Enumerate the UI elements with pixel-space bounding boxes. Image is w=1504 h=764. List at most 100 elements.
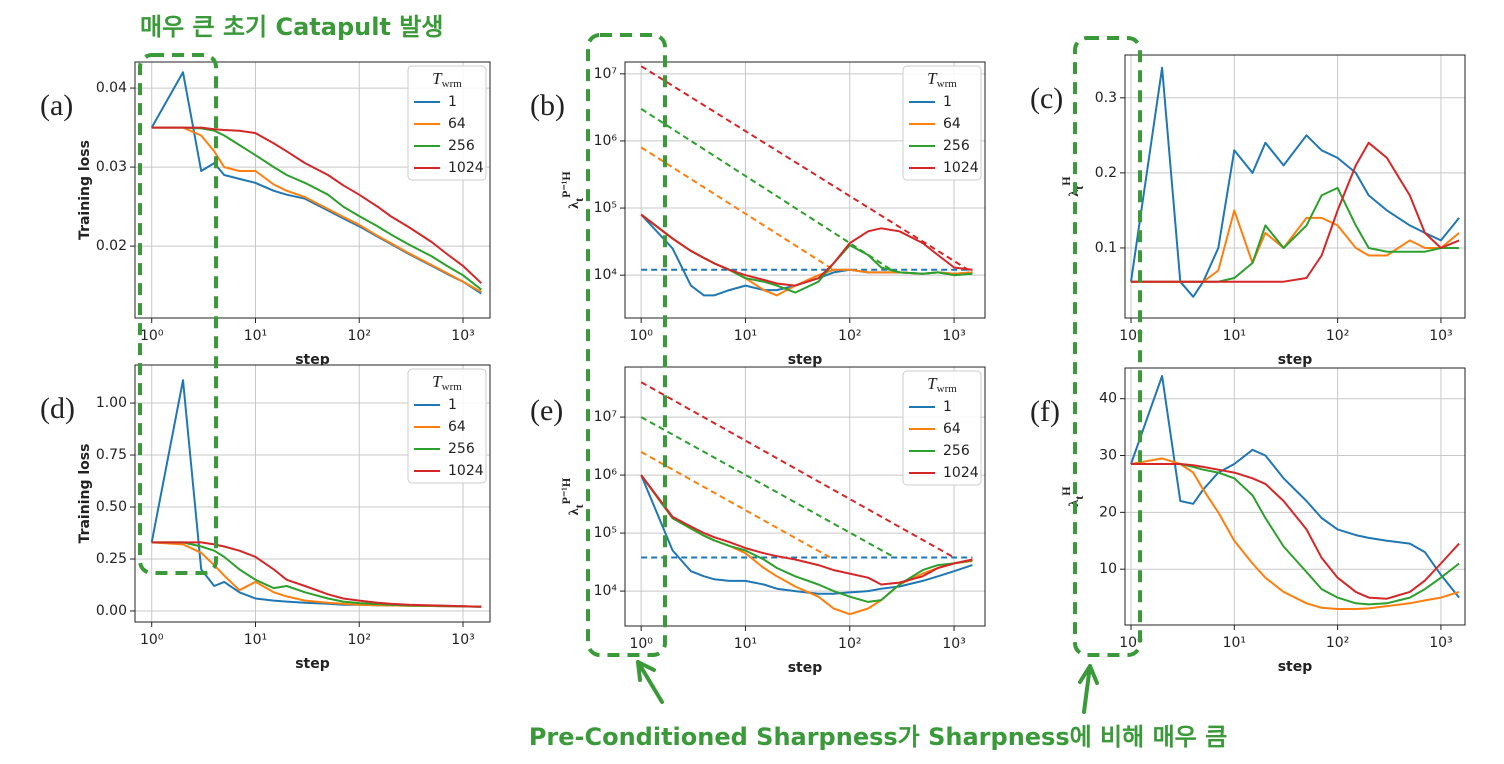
legend-label: 1 [448, 397, 457, 413]
reference-line [640, 65, 973, 274]
legend-label: 1 [448, 94, 457, 110]
legend-label: 1024 [448, 160, 484, 176]
legend-label: 256 [448, 138, 475, 154]
y-axis-label: λtP⁻¹H [559, 477, 586, 515]
y-tick-label: 10⁷ [594, 66, 617, 82]
x-tick-label: 10³ [451, 632, 474, 648]
legend-label: 1 [943, 399, 952, 415]
y-tick-label: 0.50 [96, 499, 127, 515]
x-tick-label: 10³ [942, 636, 965, 652]
x-tick-label: 10⁰ [1119, 635, 1143, 651]
x-tick-label: 10⁰ [140, 328, 164, 344]
data-line [1131, 463, 1460, 600]
x-tick-label: 10³ [451, 328, 474, 344]
y-tick-label: 0.02 [96, 238, 127, 254]
x-tick-label: 10² [838, 328, 861, 344]
legend-box [902, 370, 982, 486]
x-tick-label: 10⁰ [629, 328, 653, 344]
legend-title-sub: wrm [937, 383, 958, 395]
x-axis-label: step [788, 660, 823, 676]
y-label-base: λ [567, 202, 582, 209]
x-tick-label: 10¹ [734, 328, 757, 344]
legend-label: 256 [943, 443, 970, 459]
legend-label: 256 [448, 441, 475, 457]
y-tick-label: 10⁶ [594, 133, 618, 149]
legend-title: Twrm [432, 372, 462, 393]
panel-label: (d) [40, 392, 75, 425]
subplot: 10⁰ 10¹ 10² 10³ 10⁴ 10⁵ 10⁶ 10⁷ step λtP⁻¹H (e) Twr… [530, 366, 986, 676]
legend-title-sub: wrm [442, 78, 463, 90]
y-label-sup: H [1059, 486, 1073, 496]
y-tick-label: 0.3 [1095, 90, 1117, 106]
subplot: 10⁰ 10¹ 10² 10³ 10 20 30 40 step λtH (f) [1030, 367, 1466, 675]
x-tick-label: 10³ [942, 328, 965, 344]
legend-label: 1024 [448, 463, 484, 479]
x-tick-label: 10² [838, 636, 861, 652]
y-tick-label: 40 [1099, 391, 1117, 407]
y-tick-label: 10 [1099, 561, 1117, 577]
y-tick-label: 10⁵ [594, 200, 617, 216]
y-tick-label: 0.1 [1095, 240, 1117, 256]
x-tick-label: 10² [348, 328, 371, 344]
y-tick-label: 10⁵ [594, 525, 617, 541]
y-tick-label: 10⁶ [594, 467, 618, 483]
legend-label: 1024 [943, 160, 979, 176]
legend-label: 64 [943, 116, 961, 132]
legend-label: 1 [943, 94, 952, 110]
legend-label: 256 [943, 138, 970, 154]
y-axis-label: λtH [1059, 176, 1086, 197]
highlight-box [586, 33, 667, 657]
y-label-sup: H [1059, 176, 1073, 186]
legend-title-main: T [432, 372, 443, 391]
y-axis-label: λtH [1059, 486, 1086, 507]
subplot: 10⁰ 10¹ 10² 10³ 0.02 0.03 0.04 step Training los… [40, 61, 491, 368]
x-tick-label: 10² [1326, 328, 1349, 344]
x-tick-label: 10¹ [734, 636, 757, 652]
x-tick-label: 10³ [1429, 328, 1452, 344]
arrow [636, 660, 664, 704]
x-axis-label: step [1278, 659, 1313, 675]
data-line [1130, 457, 1460, 610]
data-line [1130, 375, 1460, 599]
data-line [1131, 141, 1460, 283]
x-tick-label: 10⁰ [1119, 328, 1143, 344]
plot-frame [624, 61, 986, 319]
y-tick-label: 10⁷ [594, 409, 617, 425]
legend-label: 64 [943, 421, 961, 437]
reference-line [640, 416, 896, 559]
legend-title: Twrm [927, 69, 957, 90]
x-tick-label: 10³ [1429, 635, 1452, 651]
legend-box [407, 368, 487, 484]
x-tick-label: 10¹ [244, 328, 267, 344]
plot-frame [134, 364, 491, 623]
legend-title-main: T [927, 374, 938, 393]
x-axis-label: step [295, 352, 330, 368]
data-line [151, 126, 482, 284]
x-axis-label: step [788, 352, 823, 368]
y-tick-label: 0.03 [96, 159, 127, 175]
reference-line [640, 451, 831, 559]
data-line [1131, 463, 1460, 606]
x-tick-label: 10¹ [1223, 328, 1246, 344]
y-tick-label: 20 [1099, 504, 1117, 520]
y-tick-label: 0.25 [96, 551, 127, 567]
y-tick-label: 0.2 [1095, 165, 1117, 181]
data-line [151, 126, 482, 293]
plot-area [1125, 55, 1465, 318]
y-tick-label: 1.00 [96, 395, 127, 411]
subplot: 10⁰ 10¹ 10² 10³ 10⁴ 10⁵ 10⁶ 10⁷ step λtP⁻¹H (b) Twr… [530, 61, 986, 368]
y-label-sub: t [572, 504, 586, 508]
legend-label: 64 [448, 116, 466, 132]
data-line [640, 474, 973, 586]
x-tick-label: 10¹ [1223, 635, 1246, 651]
y-tick-label: 10⁴ [594, 583, 618, 599]
subplot: 10⁰ 10¹ 10² 10³ 0.1 0.2 0.3 step λtH (c) [1030, 54, 1466, 368]
legend-title: Twrm [927, 374, 957, 395]
data-line [640, 213, 973, 287]
x-tick-label: 10⁰ [140, 632, 164, 648]
plot-area [1125, 368, 1465, 625]
legend-title: Twrm [432, 69, 462, 90]
arrow [1078, 664, 1099, 714]
data-line [640, 474, 973, 603]
